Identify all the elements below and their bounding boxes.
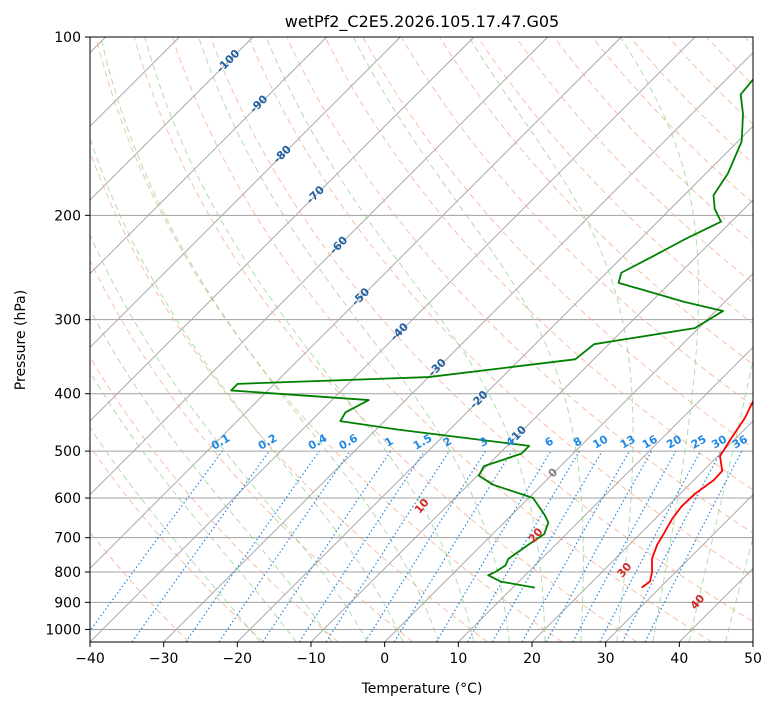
y-tick-label: 100 xyxy=(54,30,81,46)
x-tick-label: −30 xyxy=(149,651,179,667)
y-tick-label: 900 xyxy=(54,595,81,611)
chart-title: wetPf2_C2E5.2026.105.17.47.G05 xyxy=(285,12,559,32)
y-tick-label: 700 xyxy=(54,531,81,547)
x-tick-label: 40 xyxy=(670,651,688,667)
x-tick-label: 30 xyxy=(597,651,615,667)
y-tick-label: 400 xyxy=(54,387,81,403)
y-tick-label: 600 xyxy=(54,491,81,507)
x-tick-label: 0 xyxy=(380,651,389,667)
y-axis-label: Pressure (hPa) xyxy=(13,290,29,390)
x-tick-label: 10 xyxy=(449,651,467,667)
y-tick-label: 800 xyxy=(54,565,81,581)
x-tick-label: −40 xyxy=(75,651,105,667)
x-axis-label: Temperature (°C) xyxy=(361,681,483,697)
y-tick-label: 300 xyxy=(54,313,81,329)
y-tick-label: 1000 xyxy=(45,622,81,638)
x-tick-label: −10 xyxy=(296,651,326,667)
y-tick-label: 500 xyxy=(54,444,81,460)
x-tick-label: 20 xyxy=(523,651,541,667)
x-tick-label: 50 xyxy=(744,651,762,667)
y-tick-label: 200 xyxy=(54,208,81,224)
x-tick-label: −20 xyxy=(223,651,253,667)
